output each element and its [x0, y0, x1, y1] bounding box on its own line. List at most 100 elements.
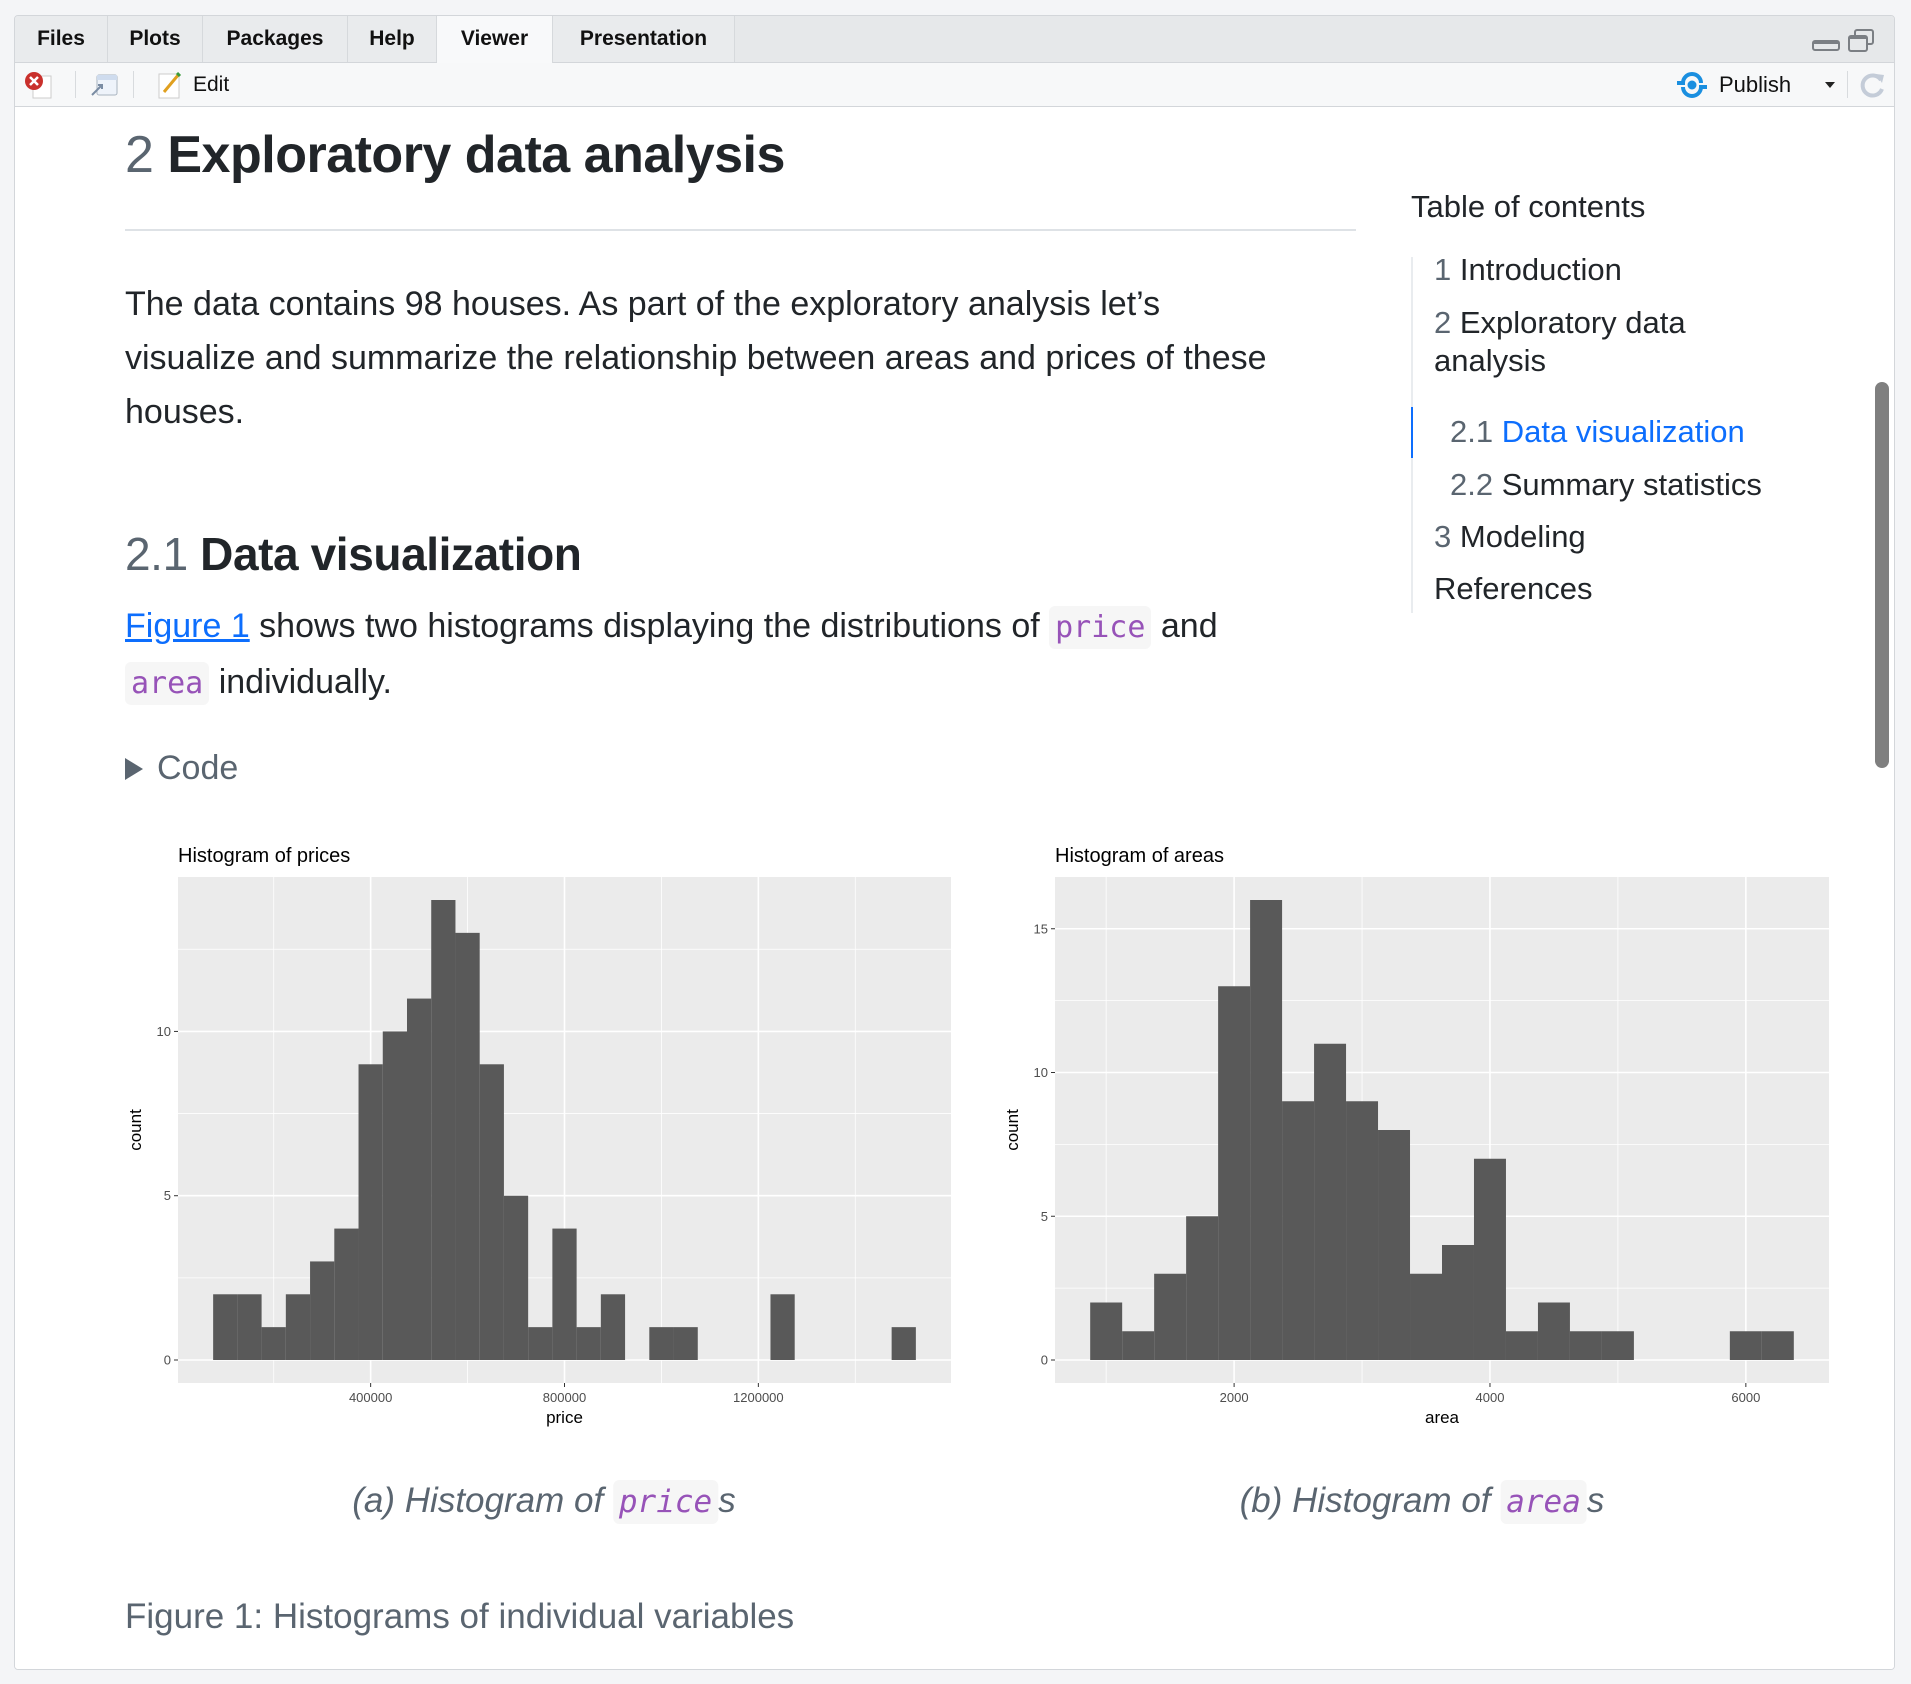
subcaption-b: (b) Histogram of area s	[1239, 1480, 1605, 1524]
chart-title: Histogram of areas	[1055, 845, 1224, 867]
y-axis-label: count	[126, 1109, 145, 1151]
histogram-bar	[1346, 1101, 1379, 1360]
tab-presentation[interactable]: Presentation	[553, 16, 735, 62]
heading-divider	[125, 229, 1356, 231]
histogram-bar	[479, 1064, 504, 1360]
histogram-bar	[1218, 986, 1251, 1360]
histogram-bar	[1154, 1273, 1187, 1360]
popout-icon	[91, 74, 118, 96]
toc-item-modeling[interactable]: 3 Modeling	[1434, 519, 1586, 554]
histogram-bar	[1410, 1273, 1442, 1360]
histogram-bar	[1442, 1245, 1474, 1360]
minimize-icon[interactable]	[1812, 38, 1840, 52]
x-axis-label: area	[1425, 1408, 1460, 1427]
histogram-bar	[1761, 1331, 1794, 1360]
subsection-heading: 2.1 Data visualization	[125, 527, 582, 581]
edit-label: Edit	[193, 72, 230, 96]
section-heading: 2 Exploratory data analysis	[125, 125, 785, 185]
popout-button[interactable]	[89, 63, 121, 106]
toc-item-exploratory[interactable]: 2 Exploratory data analysis	[1434, 305, 1686, 378]
histogram-bar	[358, 1064, 383, 1360]
refresh-button[interactable]	[1857, 63, 1887, 106]
toc-item-summary-statistics[interactable]: 2.2 Summary statistics	[1450, 467, 1762, 502]
figure-caption: Figure 1: Histograms of individual varia…	[125, 1597, 795, 1636]
histogram-bar	[673, 1327, 698, 1360]
publish-dropdown[interactable]	[1823, 63, 1837, 106]
publish-button[interactable]: Publish	[1675, 63, 1791, 106]
histogram-bar	[891, 1327, 916, 1360]
toc-item-introduction[interactable]: 1 Introduction	[1434, 252, 1622, 287]
x-tick-label: 400000	[349, 1390, 392, 1405]
histogram-bar	[1505, 1331, 1538, 1360]
y-tick-label: 0	[1041, 1353, 1048, 1368]
histogram-bar	[1186, 1216, 1219, 1360]
subcaption-a: (a) Histogram of price s	[352, 1480, 736, 1524]
code-fold-label: Code	[157, 749, 239, 787]
refresh-icon	[1860, 72, 1884, 97]
subsection-number: 2.1	[125, 528, 188, 580]
tab-packages[interactable]: Packages	[203, 16, 348, 62]
histogram-bar	[576, 1327, 601, 1360]
inline-code-price: price	[1049, 606, 1152, 649]
subsection-title: Data visualization	[200, 528, 582, 580]
chart-title: Histogram of prices	[178, 845, 350, 867]
paragraph-line: visualize and summarize the relationship…	[125, 339, 1267, 377]
histogram-prices: 0 5 10 400000 800000 1200000 Histogram of pric…	[126, 845, 951, 1427]
toc-item-data-visualization[interactable]: 2.1 Data visualization	[1450, 414, 1745, 449]
tab-plots[interactable]: Plots	[108, 16, 203, 62]
disclosure-triangle-icon	[125, 757, 143, 780]
section-title: Exploratory data analysis	[167, 126, 785, 184]
histogram-bar	[1122, 1331, 1155, 1360]
histogram-bar	[503, 1195, 529, 1360]
figure-1-link[interactable]: Figure 1	[125, 607, 250, 645]
histogram-bar	[528, 1327, 553, 1360]
toc-item-references[interactable]: References	[1434, 571, 1593, 606]
x-tick-label: 4000	[1476, 1390, 1505, 1405]
histogram-bar	[1473, 1158, 1506, 1360]
text: (b) Histogram of	[1239, 1481, 1501, 1520]
tab-viewer[interactable]: Viewer	[437, 16, 553, 63]
text: and	[1151, 607, 1218, 645]
close-icon	[25, 71, 52, 98]
viewer-toolbar: Edit Publish	[15, 63, 1894, 107]
tab-files[interactable]: Files	[15, 16, 108, 62]
y-axis-label: count	[1003, 1109, 1022, 1151]
histogram-bar	[406, 998, 432, 1360]
y-tick-label: 5	[1041, 1209, 1048, 1224]
x-tick-label: 2000	[1220, 1390, 1249, 1405]
restore-icon[interactable]	[1847, 28, 1875, 54]
histogram-bar	[237, 1294, 262, 1360]
dropdown-icon	[1825, 81, 1835, 88]
histogram-bar	[1378, 1130, 1411, 1360]
histogram-bar	[770, 1294, 795, 1360]
edit-icon	[158, 71, 182, 98]
stop-button[interactable]	[23, 63, 55, 106]
scrollbar-thumb[interactable]	[1875, 382, 1889, 768]
histogram-bar	[382, 1031, 407, 1360]
histogram-bar	[1314, 1043, 1347, 1360]
histogram-areas: 0 5 10 15 2000 4000 6000 Histogram of areas area…	[1003, 845, 1829, 1427]
y-tick-label: 0	[164, 1353, 171, 1368]
edit-button[interactable]: Edit	[155, 63, 229, 106]
histogram-bar	[552, 1228, 577, 1360]
histogram-bar	[1729, 1331, 1762, 1360]
paragraph-line: houses.	[125, 393, 245, 431]
text: s	[1586, 1481, 1605, 1520]
code-fold-toggle[interactable]: Code	[125, 749, 238, 788]
histogram-bar	[649, 1327, 674, 1360]
histogram-bar	[1569, 1331, 1602, 1360]
y-tick-label: 10	[157, 1024, 171, 1039]
histogram-bar	[455, 932, 480, 1360]
text: (a) Histogram of	[352, 1481, 613, 1520]
toc-title: Table of contents	[1411, 189, 1646, 224]
toc-active-indicator	[1411, 407, 1413, 458]
text: s	[718, 1481, 736, 1520]
text: individually.	[209, 663, 392, 701]
x-axis-label: price	[546, 1408, 583, 1427]
section-number: 2	[125, 126, 154, 184]
tab-help[interactable]: Help	[348, 16, 437, 62]
x-tick-label: 1200000	[733, 1390, 784, 1405]
histogram-bar	[600, 1294, 626, 1360]
histogram-bar	[213, 1294, 238, 1360]
histogram-bar	[261, 1327, 286, 1360]
